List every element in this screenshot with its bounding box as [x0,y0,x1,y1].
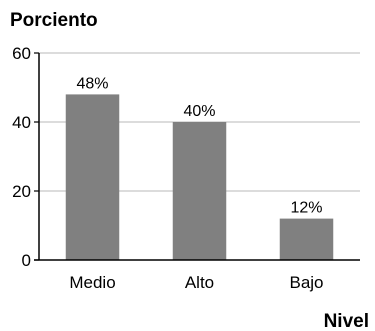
axes [34,52,360,261]
y-tick-label: 20 [12,182,31,201]
bar-alto [172,122,227,260]
y-tick-label: 0 [22,251,31,270]
bars [65,94,334,261]
bar-medio [65,94,120,261]
y-axis-title: Porciento [10,10,98,31]
y-tick-label: 60 [12,44,31,63]
bar-bajo [279,218,334,260]
labels: 0 20 40 60 48% Medio 40% Alto 12% Bajo [12,44,323,292]
data-label: 12% [290,200,322,217]
data-label: 48% [76,75,108,92]
x-category-label: Bajo [289,273,323,292]
x-category-label: Alto [185,273,214,292]
x-category-label: Medio [69,273,115,292]
data-label: 40% [183,103,215,120]
x-axis-title: Nivel [324,311,369,331]
y-tick-label: 40 [12,113,31,132]
